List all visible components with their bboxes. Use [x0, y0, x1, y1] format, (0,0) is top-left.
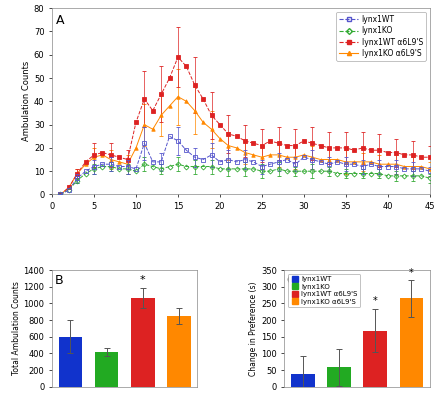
Bar: [95, 352, 118, 387]
Bar: [131, 298, 155, 387]
Text: *: *: [140, 275, 145, 285]
Legend: lynx1WT, lynx1KO, lynx1WT α6L9'S, lynx1KO α6L9'S: lynx1WT, lynx1KO, lynx1WT α6L9'S, lynx1K…: [336, 12, 426, 61]
Y-axis label: Change in Preference (s): Change in Preference (s): [249, 281, 258, 376]
Bar: [59, 337, 82, 387]
Y-axis label: Total Ambulation Counts: Total Ambulation Counts: [12, 282, 21, 375]
Legend: lynx1WT, lynx1KO, lynx1WT α6L9'S, lynx1KO α6L9'S: lynx1WT, lynx1KO, lynx1WT α6L9'S, lynx1K…: [288, 274, 360, 307]
Y-axis label: Ambulation Counts: Ambulation Counts: [22, 61, 31, 142]
Bar: [327, 368, 351, 387]
Bar: [400, 298, 423, 387]
Text: *: *: [373, 296, 378, 306]
Text: C: C: [286, 274, 295, 287]
Text: B: B: [55, 274, 64, 287]
Text: *: *: [409, 267, 414, 278]
Bar: [291, 374, 315, 387]
Bar: [363, 331, 387, 387]
Bar: [167, 316, 191, 387]
Text: A: A: [56, 14, 64, 27]
